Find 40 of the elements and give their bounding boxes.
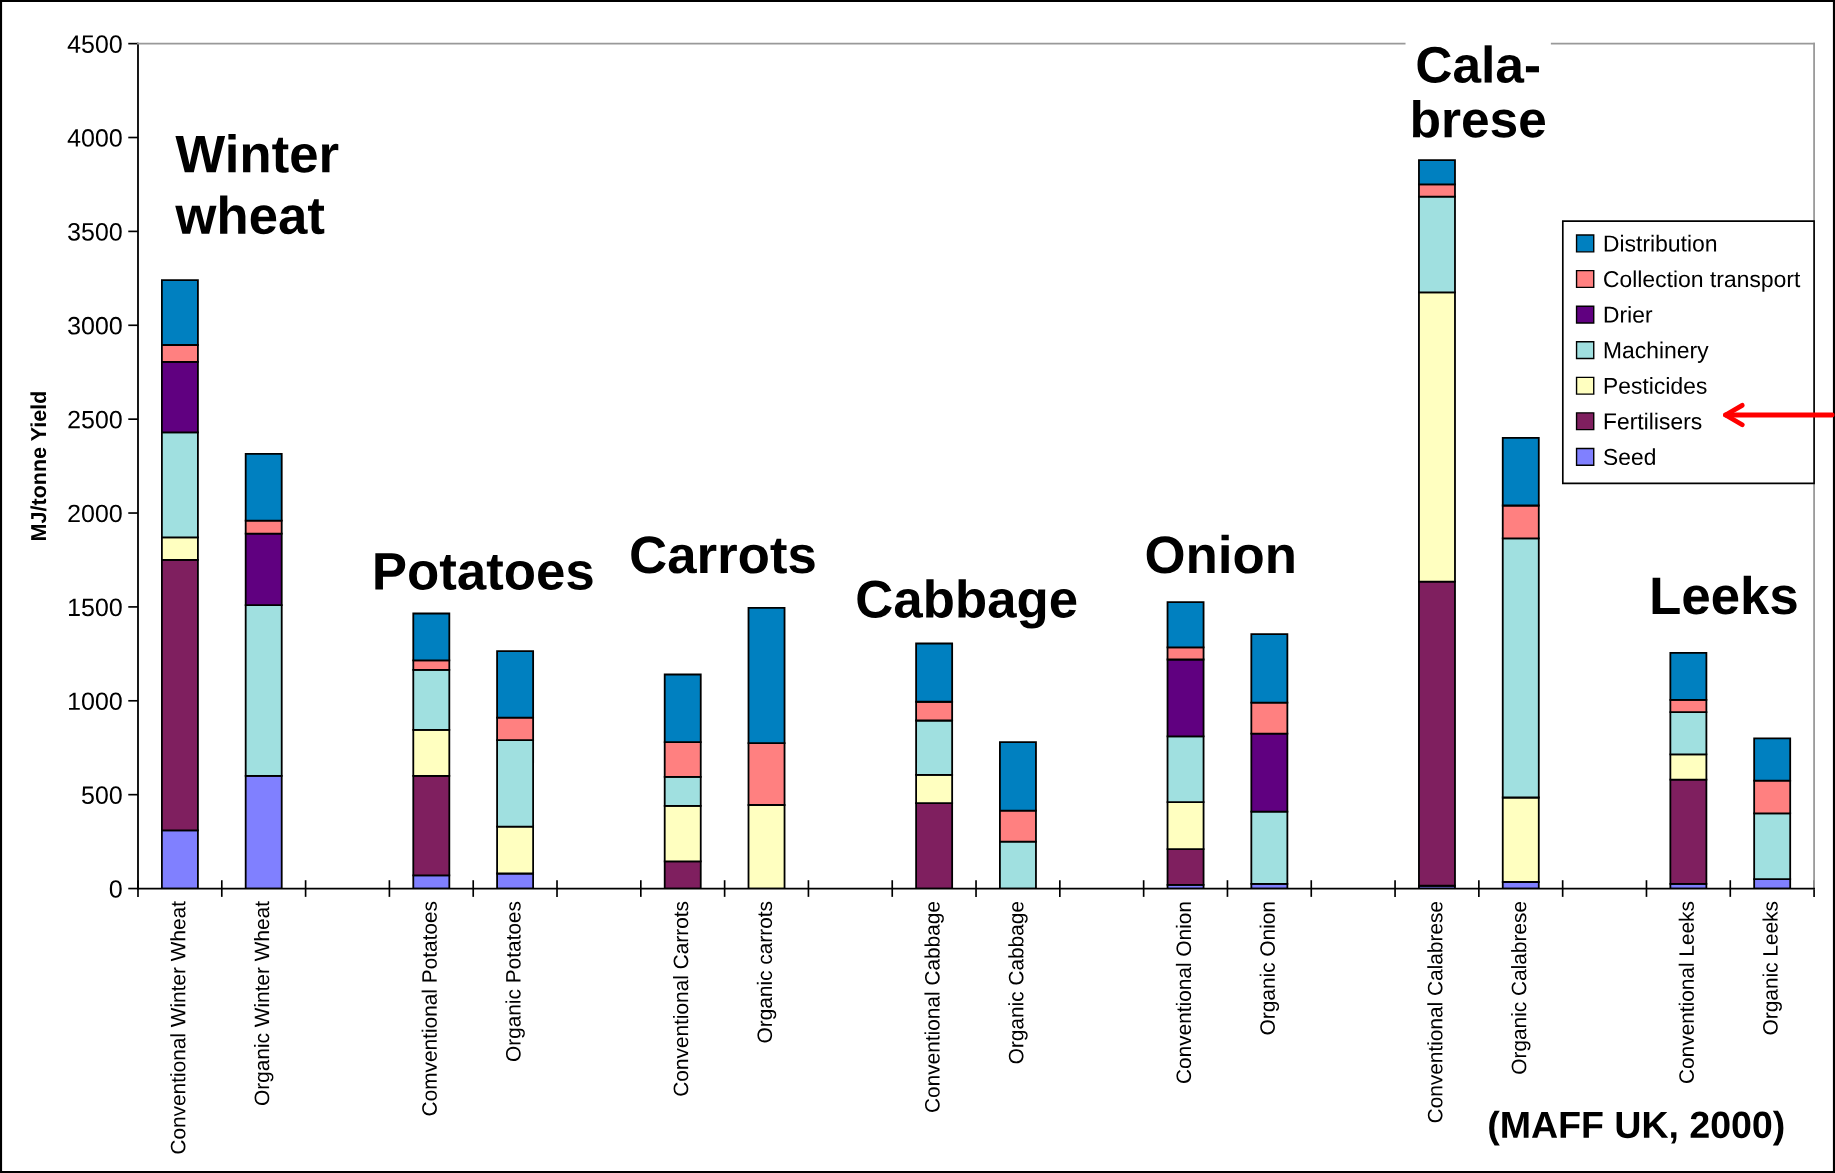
legend-label: Collection transport bbox=[1604, 270, 1801, 292]
annotation: Winter wheat bbox=[175, 134, 339, 235]
annotation: Potatoes bbox=[375, 553, 593, 590]
text: (MAFF UK, 2000) bbox=[1489, 1110, 1784, 1146]
y-tick-label: 4500 bbox=[67, 35, 122, 53]
annotation: Carrots bbox=[631, 536, 815, 574]
x-tick-label: Conventional Calabrese bbox=[1427, 901, 1443, 1123]
legend-label: Machinery bbox=[1604, 341, 1709, 363]
y-tick-label: 1500 bbox=[69, 598, 122, 617]
x-tick-label: Organic Leeks bbox=[1762, 901, 1782, 1035]
x-tick-label: Organic Winter Wheat bbox=[253, 901, 274, 1105]
x-tick-label: Conventional Carrots bbox=[673, 901, 689, 1096]
annotation: Cala- brese bbox=[1413, 45, 1546, 138]
x-tick-label: Organic Onion bbox=[1259, 902, 1280, 1035]
x-tick-label: Organic Calabrese bbox=[1511, 901, 1531, 1074]
y-tick-label: 2000 bbox=[68, 504, 122, 523]
annotation: Cabbage bbox=[857, 579, 1077, 629]
y-tick-label: 3000 bbox=[68, 316, 122, 335]
y-tick-label: 2500 bbox=[68, 410, 122, 429]
annotation: Leeks bbox=[1652, 575, 1797, 615]
y-tick-label: 3500 bbox=[68, 223, 122, 241]
legend-label: Pesticides bbox=[1604, 377, 1707, 394]
x-tick-label: Organic Cabbage bbox=[1008, 901, 1028, 1064]
legend-label: Drier bbox=[1604, 305, 1653, 323]
x-tick-label: Comventional Potatoes bbox=[421, 901, 437, 1116]
y-tick-label: 4000 bbox=[67, 129, 122, 147]
annotation: Onion bbox=[1146, 534, 1294, 574]
y-tick-label: 500 bbox=[82, 786, 122, 804]
x-tick-label: Organic carrots bbox=[756, 901, 777, 1043]
y-tick-label: 0 bbox=[109, 880, 122, 898]
x-tick-label: Conventional Leeks bbox=[1678, 901, 1694, 1083]
x-tick-label: Conventional Winter Wheat bbox=[170, 901, 186, 1154]
y-tick-label: 1000 bbox=[69, 692, 122, 711]
legend-label: Distribution bbox=[1604, 234, 1717, 252]
x-tick-label: Conventional Onion bbox=[1175, 902, 1192, 1083]
legend-label: Seed bbox=[1603, 448, 1655, 466]
x-tick-label: Conventional Cabbage bbox=[924, 901, 944, 1112]
legend-label: Fertilisers bbox=[1604, 412, 1702, 430]
x-tick-label: Organic Potatoes bbox=[505, 901, 525, 1062]
y-axis-title: MJ/tonne Yield bbox=[30, 392, 47, 541]
